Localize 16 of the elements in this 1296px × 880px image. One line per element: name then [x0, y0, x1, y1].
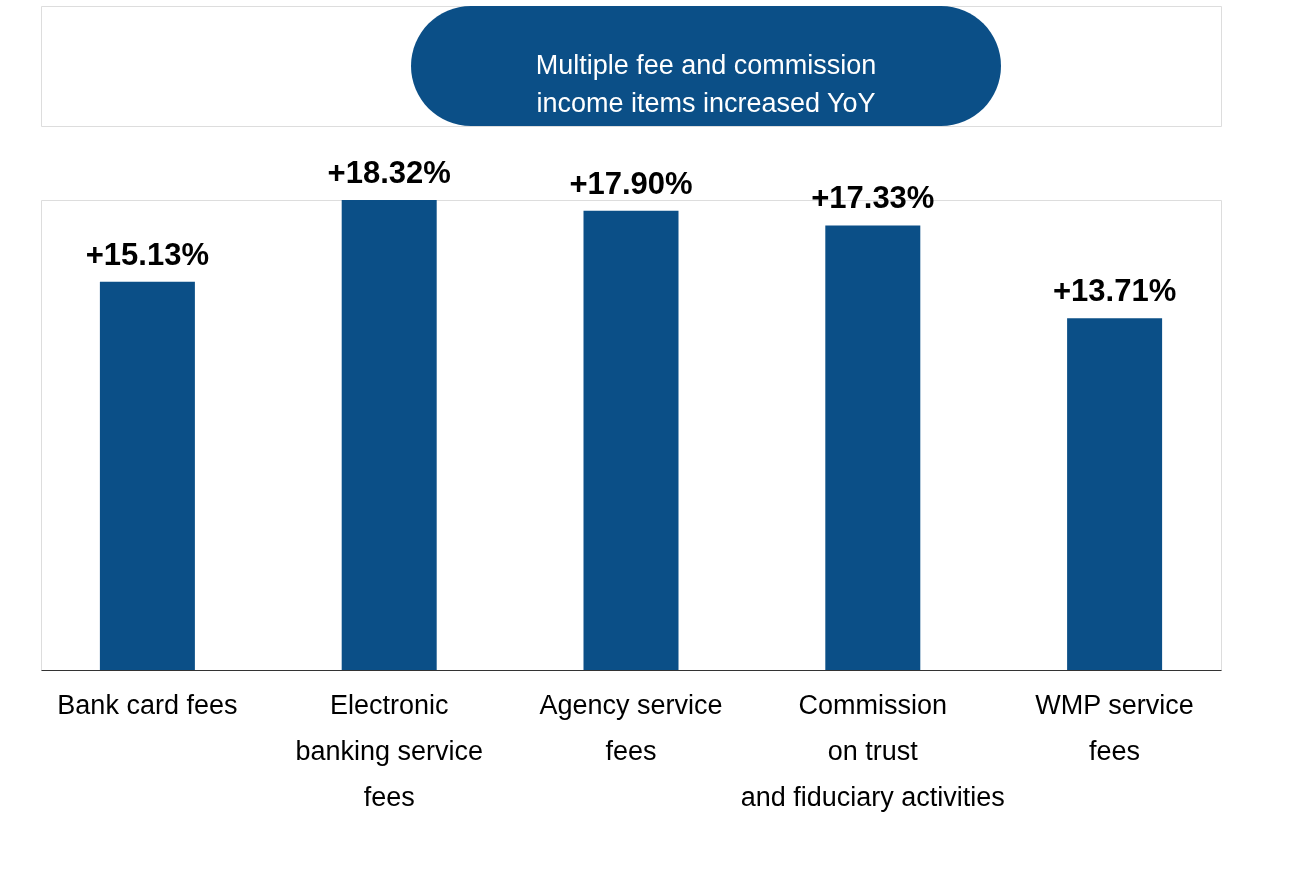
data-label: +13.71%: [1052, 273, 1177, 309]
x-tick-label: Commission on trust and fiduciary activities: [740, 689, 1005, 812]
bar: [583, 210, 679, 670]
x-tick-label: Electronic banking service fees: [295, 689, 483, 812]
data-label: +17.33%: [811, 180, 935, 216]
bar: [825, 225, 921, 670]
bar: [1067, 318, 1163, 670]
bar: [341, 200, 437, 670]
data-label: +15.13%: [85, 236, 210, 272]
data-label: +18.32%: [327, 155, 451, 190]
x-tick-label: WMP service fees: [1035, 689, 1194, 766]
data-label: +17.90%: [569, 165, 693, 201]
chart-title: Multiple fee and commission income items increased YoY: [535, 50, 877, 118]
bar: [99, 281, 195, 670]
x-tick-label: Agency service fees: [539, 689, 723, 766]
x-tick-label: Bank card fees: [57, 689, 238, 720]
